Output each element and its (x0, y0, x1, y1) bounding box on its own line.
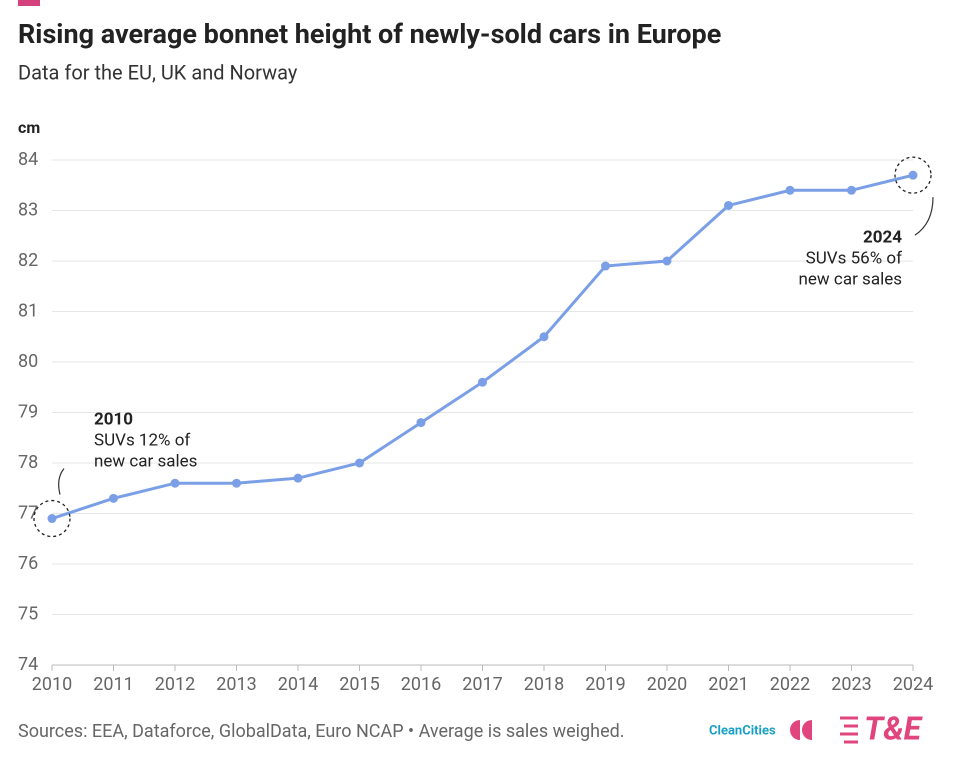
x-tick-label: 2015 (339, 674, 379, 695)
annotation-ring (33, 499, 71, 538)
data-point (47, 514, 57, 524)
y-tick-label: 84 (18, 149, 38, 170)
x-tick-label: 2023 (831, 674, 871, 695)
annotation-arrow (58, 468, 65, 495)
x-tick-label: 2017 (462, 674, 502, 695)
chart-title: Rising average bonnet height of newly-so… (18, 18, 721, 50)
data-point (724, 200, 733, 210)
x-tick-label: 2014 (278, 674, 318, 695)
x-tick-label: 2020 (647, 674, 687, 695)
annotation-arrow (914, 197, 934, 236)
data-point (908, 170, 918, 180)
y-tick-label: 77 (18, 502, 38, 523)
chart-subtitle: Data for the EU, UK and Norway (18, 60, 298, 84)
data-point (170, 478, 180, 488)
data-point (847, 185, 856, 195)
y-axis-label: cm (18, 118, 40, 137)
data-point (293, 473, 303, 483)
logo-cleancities: CleanCities (709, 723, 776, 738)
data-point (355, 458, 364, 468)
x-tick-label: 2018 (524, 674, 564, 695)
y-tick-label: 76 (18, 553, 38, 574)
x-tick-label: 2019 (585, 674, 625, 695)
x-tick-label: 2011 (93, 674, 133, 695)
y-tick-label: 82 (18, 250, 38, 271)
annotation-text: new car sales (799, 269, 902, 289)
x-tick-label: 2021 (708, 674, 748, 695)
source-note: Sources: EEA, Dataforce, GlobalData, Eur… (18, 721, 625, 742)
data-point (232, 478, 241, 488)
data-point (601, 261, 610, 271)
data-point (785, 185, 795, 195)
x-tick-label: 2022 (770, 674, 810, 695)
annotation-text: SUVs 56% of (806, 248, 902, 268)
y-tick-label: 74 (18, 654, 38, 675)
brand-mark (18, 0, 40, 6)
y-tick-label: 75 (18, 603, 38, 624)
data-point (416, 418, 426, 428)
x-tick-label: 2012 (155, 674, 195, 695)
data-point (539, 332, 549, 342)
y-tick-label: 80 (18, 351, 38, 372)
data-point (109, 493, 118, 503)
x-tick-label: 2013 (216, 674, 256, 695)
logo-icon (790, 720, 812, 740)
y-tick-label: 81 (18, 300, 38, 321)
logo-stripes (840, 716, 858, 744)
y-tick-label: 78 (18, 452, 38, 473)
x-tick-label: 2024 (893, 674, 933, 695)
annotation-text: new car sales (94, 451, 197, 471)
x-tick-label: 2016 (401, 674, 441, 695)
annotation-ring (894, 156, 932, 194)
data-point (478, 377, 487, 387)
y-tick-label: 79 (18, 401, 38, 422)
x-tick-label: 2010 (32, 674, 72, 695)
data-point (662, 256, 672, 266)
logo-te: T&E (864, 709, 924, 747)
annotation-text: SUVs 12% of (94, 430, 190, 450)
y-tick-label: 83 (18, 199, 38, 220)
annotation-title: 2024 (863, 227, 902, 247)
annotation-title: 2010 (94, 409, 133, 429)
